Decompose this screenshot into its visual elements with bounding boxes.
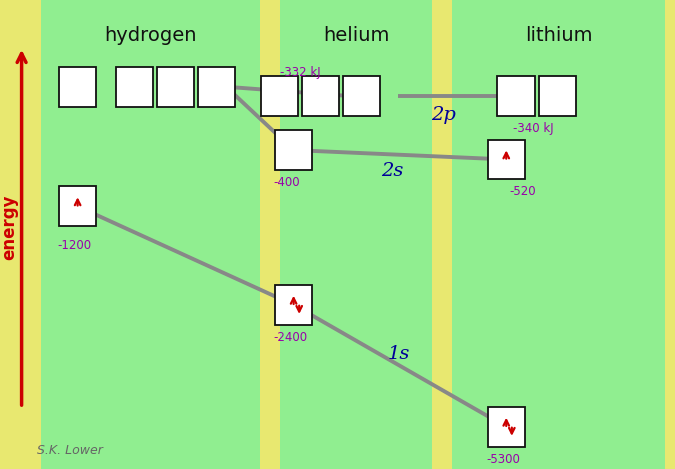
Bar (275, 285, 312, 325)
Bar (198, 67, 235, 107)
Text: S.K. Lower: S.K. Lower (37, 444, 103, 457)
Text: hydrogen: hydrogen (104, 26, 196, 45)
Text: -332 kJ: -332 kJ (280, 66, 321, 79)
Bar (59, 187, 97, 226)
Text: helium: helium (323, 26, 389, 45)
Bar (59, 67, 97, 107)
Bar (487, 407, 525, 446)
Bar (116, 67, 153, 107)
Text: 2s: 2s (381, 162, 404, 180)
Bar (539, 76, 576, 116)
Bar (452, 0, 665, 469)
Text: -340 kJ: -340 kJ (513, 122, 554, 135)
Bar (40, 0, 260, 469)
Text: -1200: -1200 (57, 239, 92, 252)
Bar (261, 76, 298, 116)
Bar (280, 0, 432, 469)
Bar (497, 76, 535, 116)
Text: 1s: 1s (388, 345, 410, 363)
Bar (275, 130, 312, 170)
Text: -2400: -2400 (273, 331, 308, 344)
Bar (487, 140, 525, 179)
Text: lithium: lithium (525, 26, 593, 45)
Bar (302, 76, 339, 116)
Text: -520: -520 (510, 185, 536, 198)
Text: -400: -400 (273, 176, 300, 189)
Text: 2p: 2p (431, 106, 456, 124)
Bar (343, 76, 381, 116)
Text: -5300: -5300 (486, 453, 520, 466)
Text: energy: energy (1, 195, 18, 260)
Bar (157, 67, 194, 107)
